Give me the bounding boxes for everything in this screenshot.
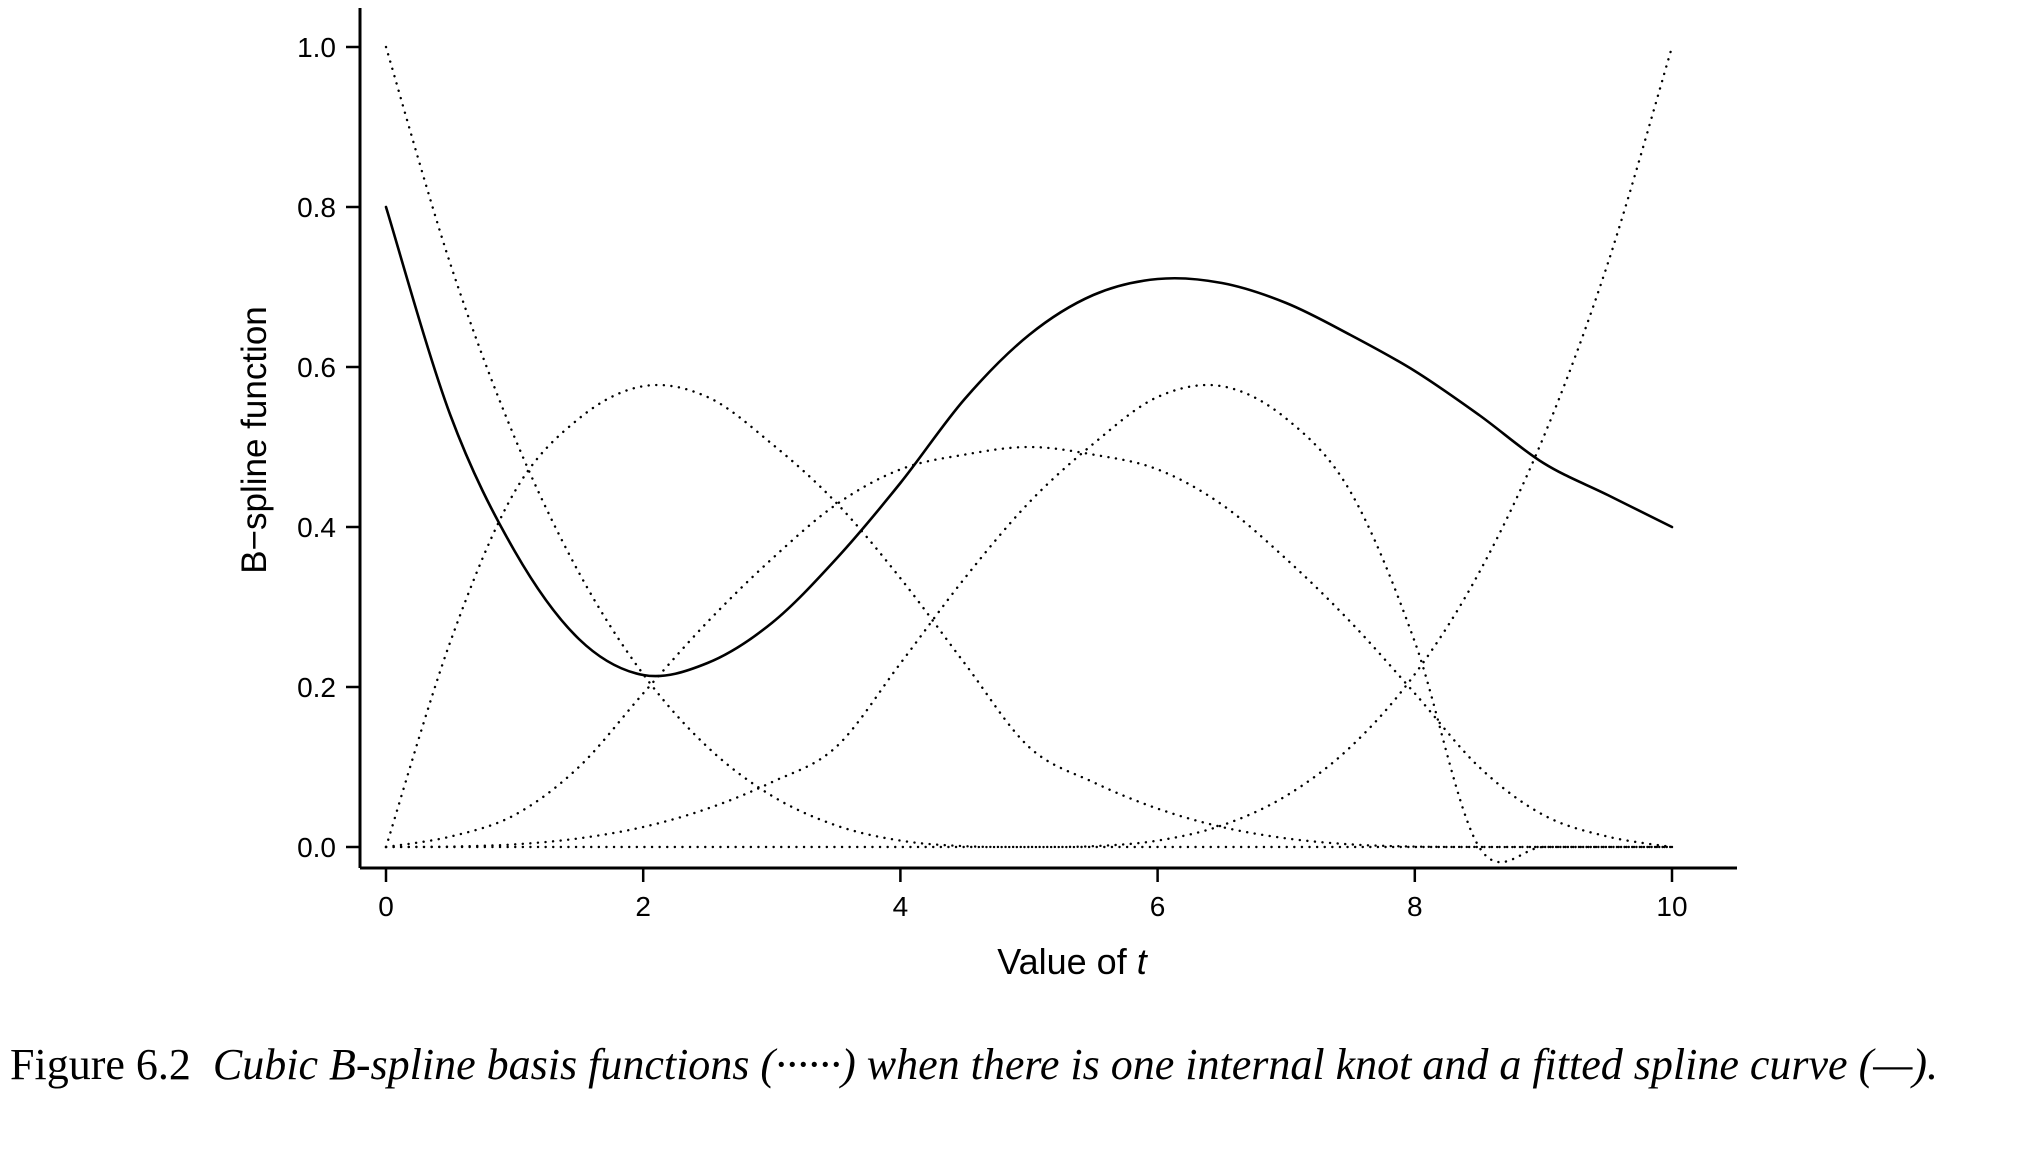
x-tick-label: 4 [893, 891, 909, 922]
x-tick-label: 6 [1150, 891, 1166, 922]
basis-function-line-1 [384, 45, 1674, 849]
x-tick-label: 0 [378, 891, 394, 922]
bspline-chart: 0.0 0.2 0.4 0.6 0.8 1.0 0 2 4 6 8 10 Value of t B−s… [235, 8, 1737, 982]
x-axis-title-variable: t [1137, 941, 1149, 982]
basis-function-line-2 [384, 383, 1674, 849]
axes [358, 8, 1737, 870]
y-tick-label: 1.0 [297, 32, 336, 63]
figure-caption-text: Cubic B-spline basis functions (······) … [212, 1040, 1938, 1089]
y-tick-label: 0.0 [297, 832, 336, 863]
y-axis-title: B−spline function [235, 306, 274, 574]
fitted-spline-line [384, 205, 1674, 678]
y-tick-label: 0.6 [297, 352, 336, 383]
x-tick-label: 8 [1407, 891, 1423, 922]
y-tick-label: 0.4 [297, 512, 336, 543]
x-axis-title-text: Value of [997, 941, 1127, 982]
x-axis-title: Value of t [997, 941, 1148, 982]
y-tick-label: 0.2 [297, 672, 336, 703]
x-tick-label: 2 [635, 891, 651, 922]
plot-area [384, 45, 1674, 864]
figure-number: Figure 6.2 [10, 1040, 191, 1089]
x-tick-label: 10 [1656, 891, 1687, 922]
basis-function-line-3 [384, 445, 1674, 849]
ticks: 0.0 0.2 0.4 0.6 0.8 1.0 0 2 4 6 8 10 [297, 32, 1688, 922]
y-tick-label: 0.8 [297, 192, 336, 223]
figure-caption: Figure 6.2 Cubic B-spline basis function… [10, 1036, 2015, 1094]
basis-function-line-4 [384, 45, 1674, 849]
basis-function-line-5 [384, 383, 1674, 864]
